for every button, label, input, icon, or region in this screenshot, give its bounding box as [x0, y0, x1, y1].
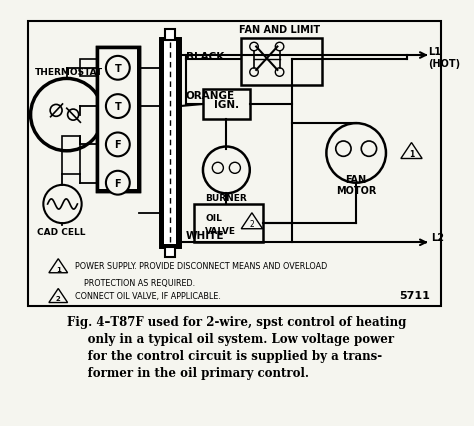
Text: F: F	[115, 140, 121, 150]
Text: WHITE: WHITE	[186, 230, 224, 240]
Bar	[80, 60, 97, 77]
Text: L2: L2	[431, 233, 444, 242]
Text: BLACK: BLACK	[186, 52, 224, 62]
Text: BURNER: BURNER	[206, 193, 247, 202]
Bar	[28, 22, 441, 306]
Circle shape	[106, 171, 130, 195]
Text: 2: 2	[249, 220, 254, 229]
Text: F: F	[115, 178, 121, 188]
Text: POWER SUPPLY. PROVIDE DISCONNECT MEANS AND OVERLOAD: POWER SUPPLY. PROVIDE DISCONNECT MEANS A…	[75, 262, 328, 271]
Text: 1: 1	[409, 150, 414, 159]
Text: 5711: 5711	[399, 291, 429, 301]
Bar	[241, 39, 322, 86]
Bar	[160, 39, 180, 247]
Bar	[164, 30, 175, 41]
Text: 1: 1	[56, 266, 61, 272]
Text: CONNECT OIL VALVE, IF APPLICABLE.: CONNECT OIL VALVE, IF APPLICABLE.	[75, 291, 221, 300]
Bar	[63, 137, 80, 175]
Bar	[97, 47, 139, 192]
Bar	[203, 90, 250, 120]
Text: FAN
MOTOR: FAN MOTOR	[336, 174, 376, 196]
Bar	[194, 204, 263, 243]
Circle shape	[106, 57, 130, 81]
Text: FAN AND LIMIT: FAN AND LIMIT	[239, 25, 320, 35]
Bar	[97, 47, 139, 192]
Text: CAD CELL: CAD CELL	[37, 227, 85, 236]
Text: IGN.: IGN.	[214, 100, 239, 110]
Text: PROTECTION AS REQUIRED.: PROTECTION AS REQUIRED.	[84, 279, 195, 288]
Text: 2: 2	[56, 296, 61, 302]
Text: T: T	[114, 63, 121, 74]
Text: THERMOSTAT: THERMOSTAT	[35, 68, 103, 77]
Text: L1
(HOT): L1 (HOT)	[428, 47, 461, 69]
Text: VALVE: VALVE	[205, 227, 236, 236]
Circle shape	[106, 133, 130, 157]
Text: T: T	[114, 102, 121, 112]
Bar	[164, 247, 175, 258]
Bar	[99, 49, 137, 190]
Bar	[164, 41, 176, 245]
Text: ORANGE: ORANGE	[186, 90, 235, 101]
Bar	[160, 39, 180, 247]
Text: Fig. 4–T87F used for 2-wire, spst control of heating
     only in a typical oil : Fig. 4–T87F used for 2-wire, spst contro…	[67, 315, 407, 379]
Circle shape	[106, 95, 130, 119]
Text: OIL: OIL	[205, 213, 222, 222]
